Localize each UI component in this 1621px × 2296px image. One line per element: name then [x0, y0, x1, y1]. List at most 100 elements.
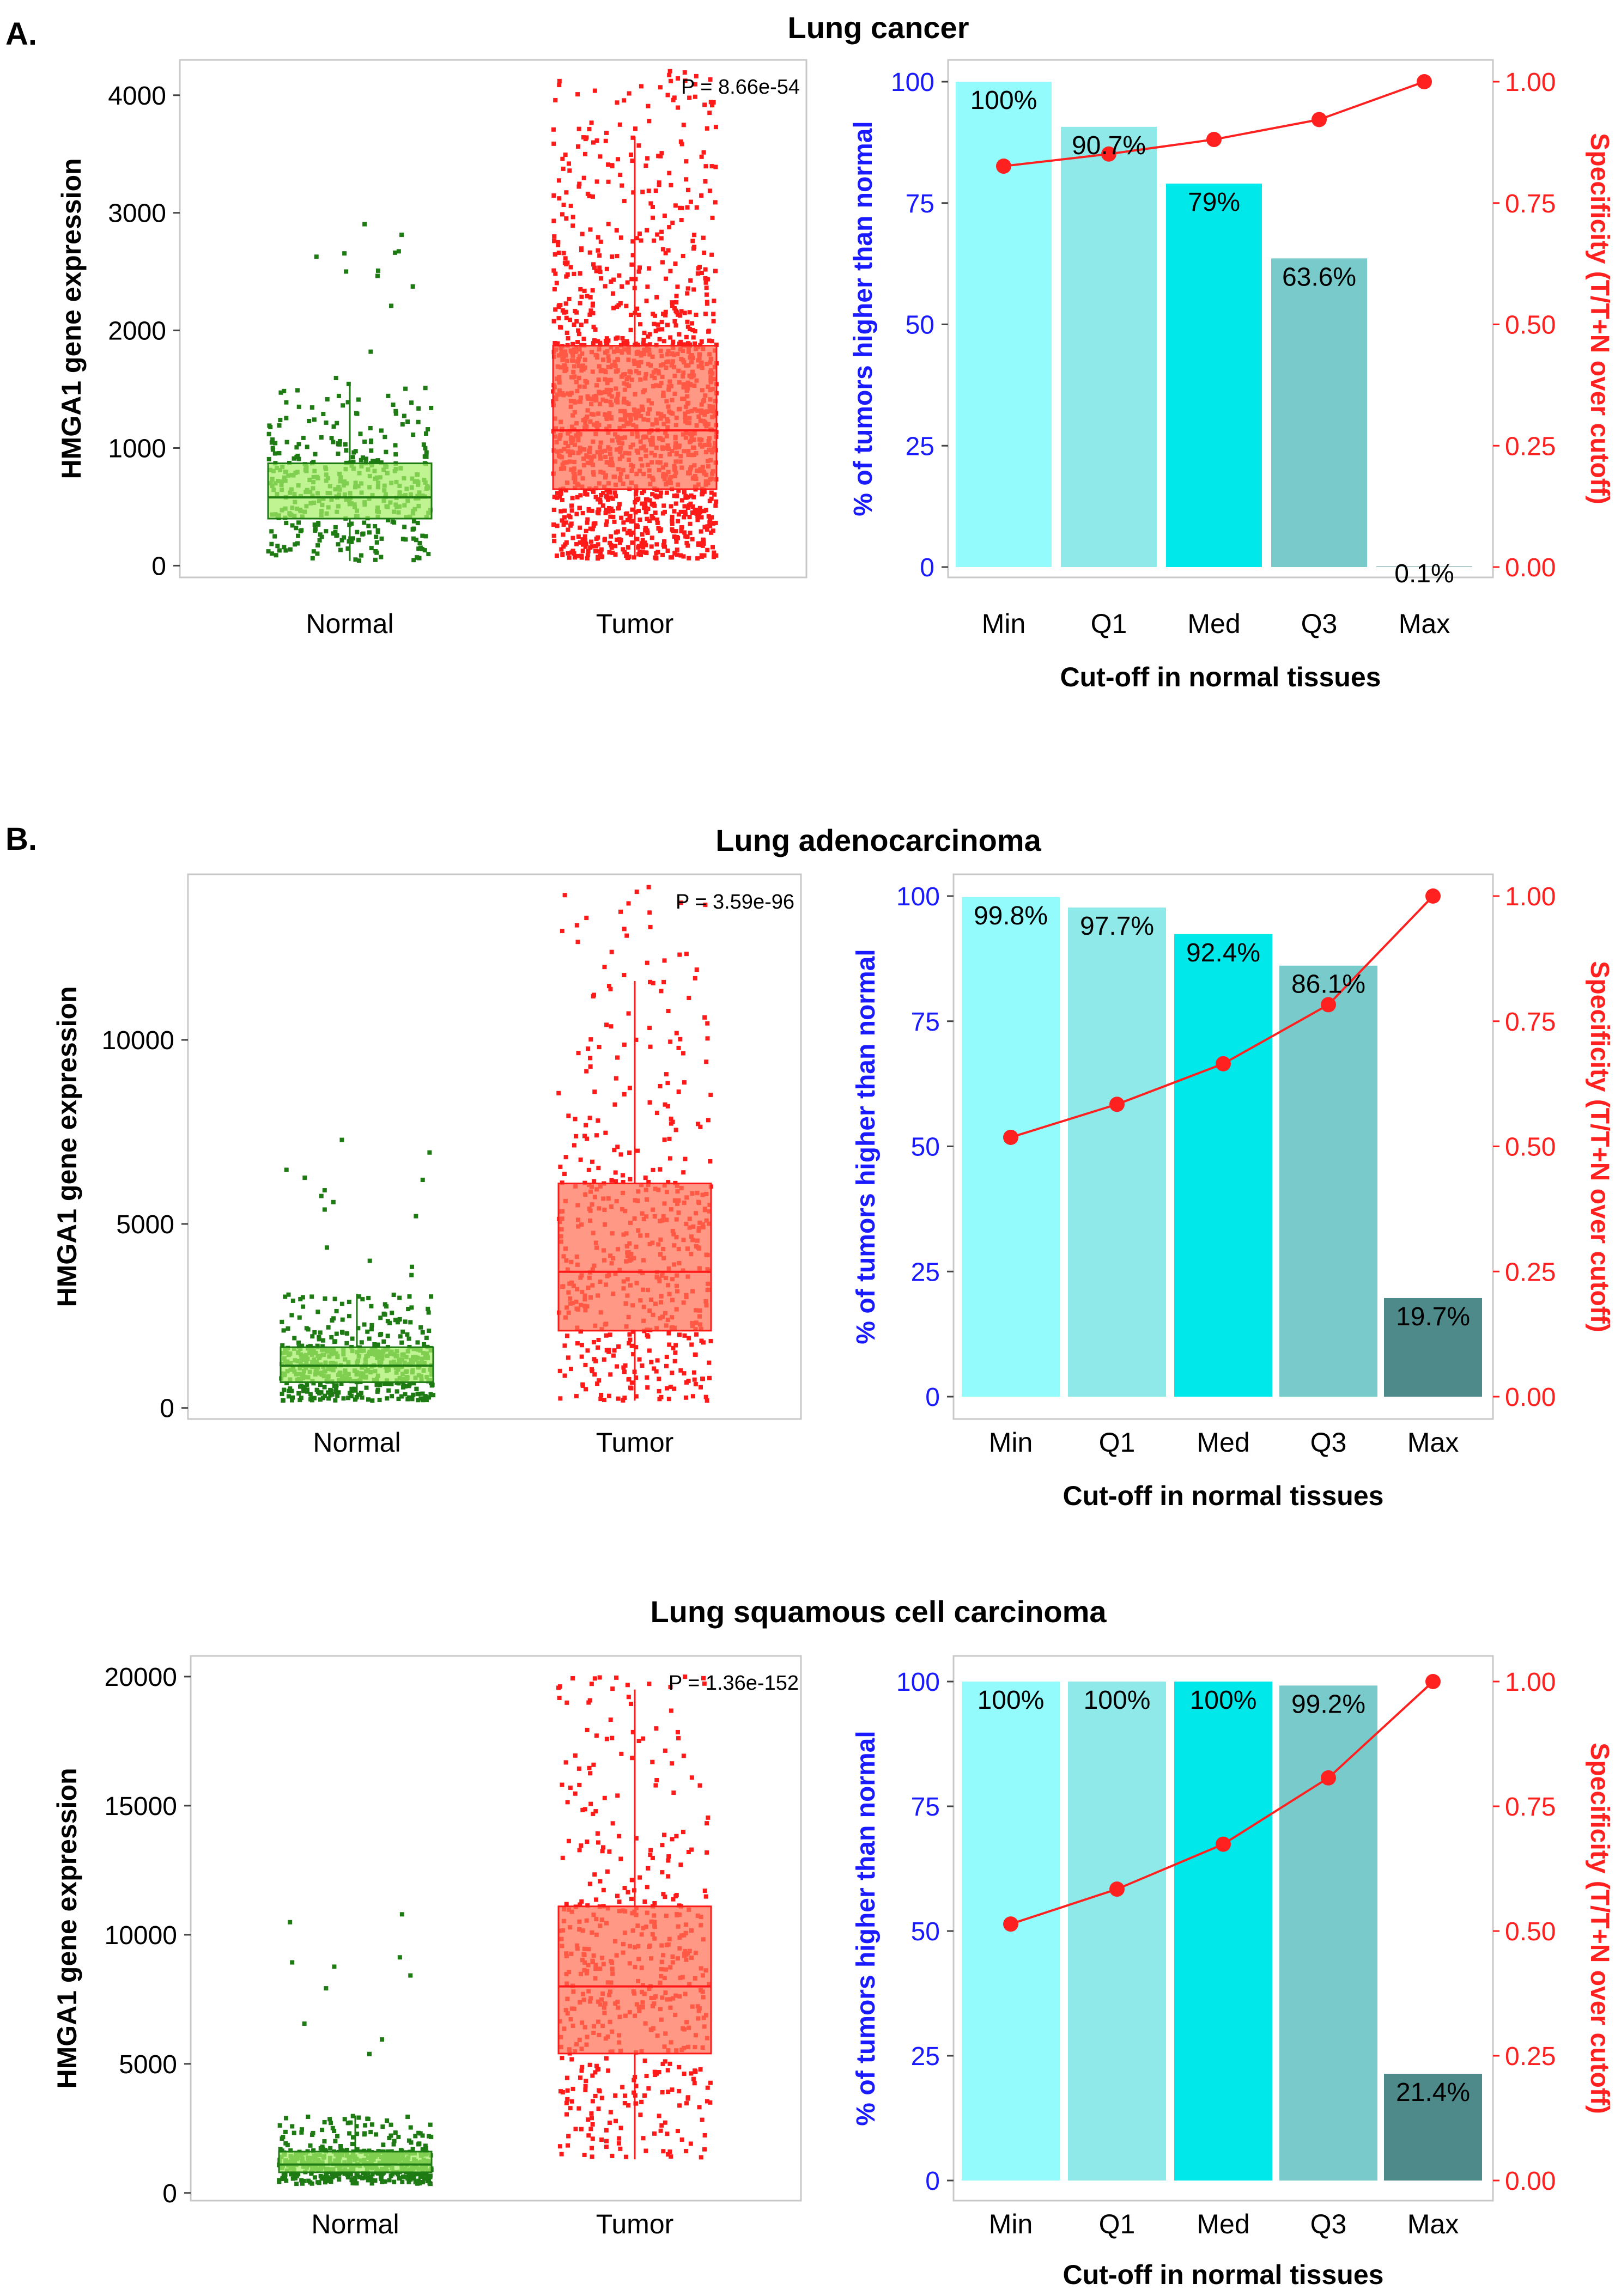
data-point	[591, 1811, 596, 1816]
data-point	[346, 1396, 351, 1400]
data-point	[392, 2179, 397, 2184]
data-point	[409, 2172, 414, 2177]
data-point	[567, 161, 572, 166]
data-point	[584, 319, 588, 324]
bar-value-label: 0.1%	[1394, 559, 1454, 588]
data-point	[622, 2100, 627, 2105]
data-point	[627, 1086, 632, 1091]
data-point	[579, 1843, 584, 1848]
data-point	[570, 342, 575, 346]
data-point	[572, 271, 576, 276]
data-point	[318, 2173, 323, 2178]
data-point	[670, 1761, 675, 1766]
data-point	[570, 223, 575, 228]
data-point	[299, 1396, 303, 1400]
data-point	[284, 440, 289, 444]
data-point	[583, 1362, 588, 1367]
right-y-tick: 0.00	[1493, 2167, 1556, 2196]
data-point	[614, 228, 619, 233]
data-point	[667, 1136, 672, 1141]
data-point	[655, 1358, 660, 1363]
data-point	[612, 1148, 617, 1153]
data-point	[416, 406, 421, 411]
data-point	[568, 1785, 573, 1790]
data-point	[654, 1111, 659, 1116]
data-point	[693, 1382, 698, 1387]
data-point	[692, 233, 697, 237]
bar-value-label: 99.2%	[1291, 1690, 1365, 1719]
data-point	[638, 265, 642, 270]
bar-q1	[1061, 126, 1157, 567]
bar-value-label: 90.7%	[1072, 131, 1146, 160]
data-point	[646, 334, 651, 339]
data-point	[663, 2059, 667, 2064]
data-point	[712, 555, 717, 559]
right-y-tick: 0.75	[1493, 1008, 1556, 1037]
data-point	[566, 2134, 571, 2139]
data-point	[275, 544, 280, 549]
data-point	[693, 94, 697, 99]
specificity-point-q1	[1109, 1097, 1125, 1112]
data-point	[573, 2127, 578, 2131]
data-point	[608, 2110, 613, 2115]
data-point	[333, 1398, 338, 1403]
right-y-ticks: 0.00 0.25 0.50 0.75 1.00	[1493, 68, 1556, 582]
data-point	[682, 70, 687, 75]
data-point	[330, 2126, 335, 2130]
data-point	[278, 2147, 283, 2152]
data-point	[705, 1021, 710, 1026]
right-y-tick: 1.00	[1493, 1668, 1556, 1697]
data-point	[661, 543, 666, 547]
data-point	[322, 2120, 327, 2124]
data-point	[566, 336, 570, 341]
data-point	[383, 435, 387, 440]
data-point	[577, 1782, 582, 1787]
data-point	[578, 2075, 582, 2080]
data-point	[665, 93, 670, 98]
data-point	[622, 1092, 627, 1097]
data-point	[687, 556, 691, 561]
data-point	[560, 1782, 564, 1787]
data-point	[415, 1340, 420, 1345]
x-category-label: Q3	[1301, 608, 1338, 639]
data-point	[317, 1337, 321, 1342]
y-axis-ticks: 0 1000 2000 3000 4000	[108, 82, 180, 581]
data-point	[562, 1373, 567, 1378]
data-point	[646, 1179, 651, 1184]
y-tick: 15000	[105, 1792, 191, 1821]
data-point	[678, 509, 683, 514]
data-point	[392, 520, 397, 525]
data-point	[661, 503, 666, 508]
data-point	[651, 215, 655, 220]
data-point	[355, 2147, 360, 2152]
data-point	[610, 163, 615, 168]
data-point	[630, 159, 635, 163]
data-point	[324, 1245, 329, 1250]
right-y-tick-label: 0.50	[1505, 1133, 1556, 1162]
data-point	[400, 422, 405, 427]
boxplot: 0 1000 2000 3000 4000 HMGA1 gene express…	[56, 59, 808, 639]
data-point	[563, 520, 568, 525]
data-point	[676, 105, 681, 110]
data-point	[596, 1166, 601, 1171]
data-point	[600, 503, 605, 508]
data-point	[642, 540, 647, 545]
data-point	[420, 1330, 425, 1335]
data-point	[670, 1837, 675, 1842]
data-point	[690, 239, 695, 243]
data-point	[629, 1878, 634, 1883]
data-point	[594, 537, 599, 541]
data-point	[335, 533, 339, 538]
data-point	[592, 1089, 597, 1094]
data-point	[557, 1368, 562, 1373]
data-point	[691, 335, 696, 340]
data-point	[557, 83, 562, 88]
data-point	[641, 337, 646, 342]
data-point	[604, 1737, 609, 1741]
data-point	[572, 551, 576, 556]
iqr-box	[267, 462, 433, 520]
data-point	[622, 1886, 627, 1891]
data-point	[272, 534, 277, 539]
data-point	[675, 493, 679, 498]
